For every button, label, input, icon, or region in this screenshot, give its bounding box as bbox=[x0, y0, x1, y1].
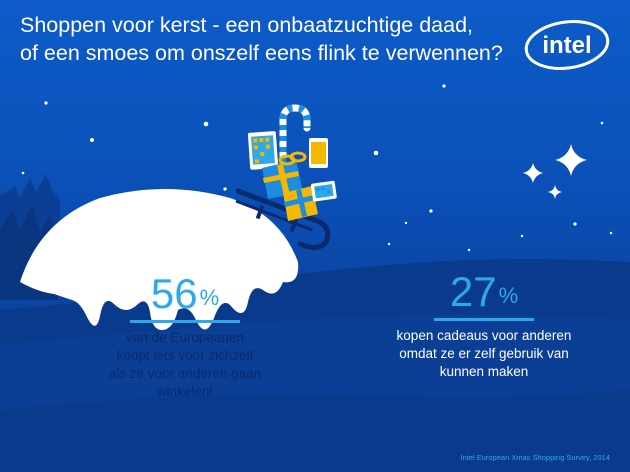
gift-blue-icon bbox=[262, 151, 307, 199]
sparkle-icon bbox=[523, 163, 543, 183]
title-line-2: of een smoes om onszelf eens flink te ve… bbox=[20, 41, 503, 65]
snow-hill bbox=[20, 189, 299, 330]
stat-divider bbox=[434, 318, 534, 321]
stat-value: 56% bbox=[70, 272, 300, 316]
intel-logo: intel bbox=[524, 20, 610, 70]
title-line-1: Shoppen voor kerst - een onbaatzuchtige … bbox=[20, 13, 474, 37]
gift-yellow-icon bbox=[283, 186, 318, 221]
sparkle-icon bbox=[555, 144, 587, 176]
stat-27: 27% kopen cadeaus voor anderen omdat ze … bbox=[396, 270, 572, 381]
tablet-icon bbox=[247, 131, 279, 170]
stat-number: 56 bbox=[150, 270, 198, 317]
stat-value: 27% bbox=[396, 270, 572, 314]
stat-number: 27 bbox=[449, 268, 497, 315]
stat-56: 56% van de Europeanen koopt iets voor zi… bbox=[70, 272, 300, 401]
source-note: Intel European Xmas Shopping Survey, 201… bbox=[460, 453, 610, 462]
stat-description: kopen cadeaus voor anderen omdat ze er z… bbox=[396, 328, 572, 379]
device-icon bbox=[310, 180, 337, 202]
stat-description: van de Europeanen koopt iets voor zichze… bbox=[108, 330, 262, 399]
sparkle-icon bbox=[548, 185, 562, 199]
stars bbox=[21, 84, 613, 252]
intel-logo-text: intel bbox=[542, 32, 591, 59]
page-title: Shoppen voor kerst - een onbaatzuchtige … bbox=[20, 11, 530, 67]
phone-icon bbox=[309, 138, 328, 168]
candy-cane-icon bbox=[279, 104, 311, 189]
sled bbox=[235, 188, 331, 250]
stat-unit: % bbox=[498, 283, 519, 308]
stat-divider bbox=[130, 320, 240, 323]
stat-unit: % bbox=[199, 285, 220, 310]
foreground-hill bbox=[0, 390, 630, 472]
